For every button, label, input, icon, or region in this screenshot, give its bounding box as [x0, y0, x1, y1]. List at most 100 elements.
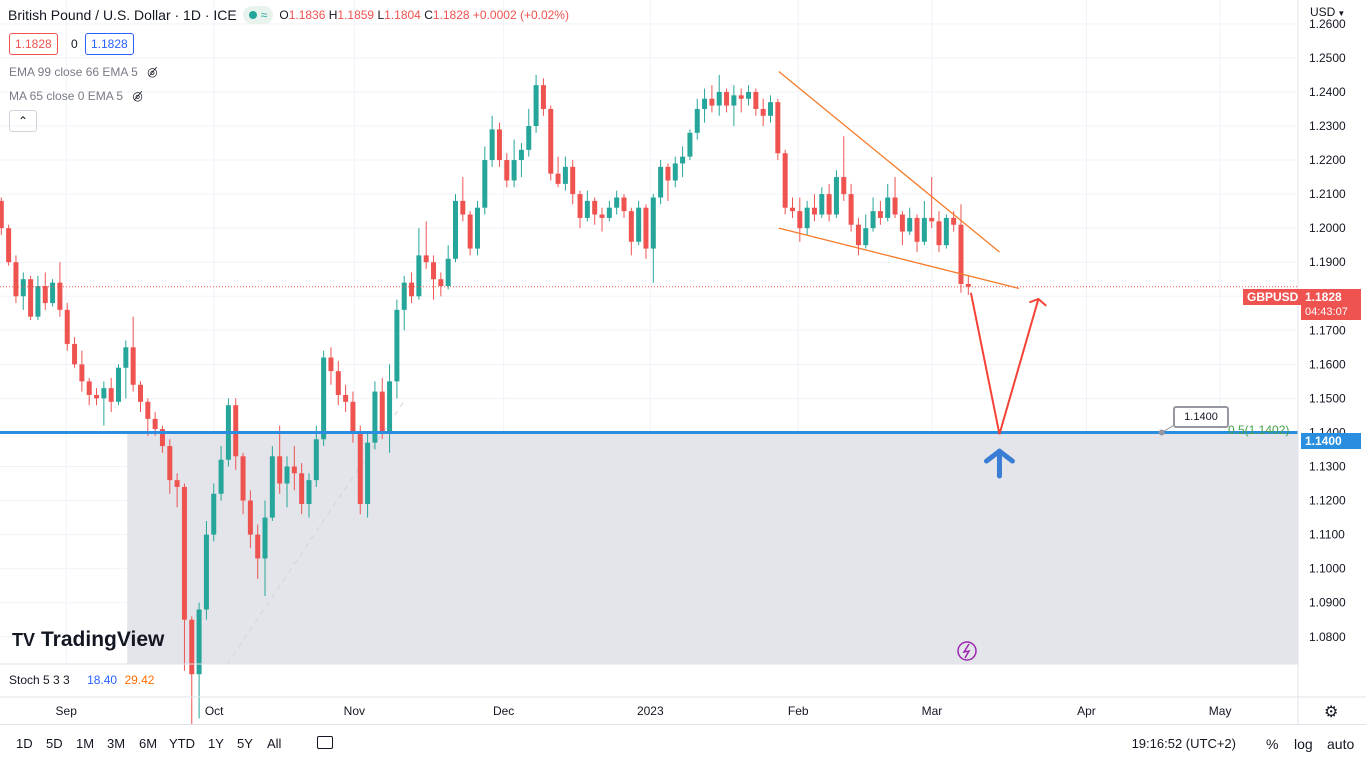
candle	[907, 207, 913, 235]
candle	[431, 255, 437, 300]
candle	[401, 275, 407, 331]
candle	[116, 364, 122, 406]
candle	[826, 183, 832, 222]
candle	[526, 108, 532, 157]
candle	[599, 207, 605, 232]
ohlc-readout: O1.1836 H1.1859 L1.1804 C1.1828 +0.0002 …	[279, 8, 569, 22]
candle	[577, 190, 583, 229]
timeframe-button-all[interactable]: All	[267, 736, 282, 751]
date-range-icon[interactable]	[317, 736, 333, 749]
candle	[570, 160, 576, 205]
lower-trendline	[778, 227, 1020, 290]
candle	[738, 88, 744, 113]
chart-header: British Pound / U.S. Dollar · 1D · ICE ≈…	[8, 6, 569, 24]
candle	[196, 602, 202, 719]
callout-anchor	[1158, 429, 1165, 436]
price-callout[interactable]: 1.1400	[1173, 406, 1229, 428]
lightning-icon	[957, 641, 977, 661]
candle	[489, 115, 495, 167]
scale-option-auto[interactable]: auto	[1327, 736, 1355, 752]
candle	[64, 303, 70, 351]
candle	[20, 272, 26, 310]
scale-option-percent[interactable]: %	[1266, 736, 1279, 752]
candle	[921, 200, 927, 246]
candle	[958, 204, 964, 293]
candle	[189, 616, 195, 724]
chart-canvas[interactable]: 1.2600 1.2500 1.2400 1.2300 1.2200 1.2100 1.20…	[0, 0, 1366, 724]
candle	[262, 500, 268, 596]
candle	[511, 139, 517, 188]
indicator-ema[interactable]: EMA 99 close 66 EMA 5 ◎̸	[9, 65, 158, 79]
currency-selector[interactable]: USD ▼	[1310, 5, 1346, 19]
candle	[445, 245, 451, 290]
candle	[269, 446, 275, 521]
sell-price-box[interactable]: 1.1828	[9, 33, 58, 55]
support-price-tag: 1.1400	[1301, 433, 1361, 449]
candle	[680, 146, 686, 178]
price-tick-label: 1.2100	[1309, 187, 1346, 201]
price-tick-label: 1.1000	[1309, 562, 1346, 576]
candle	[936, 211, 942, 252]
time-tick-label: Apr	[1077, 704, 1096, 718]
candle	[284, 456, 290, 508]
candle	[797, 197, 803, 242]
timeframe-button-ytd[interactable]: YTD	[169, 736, 195, 751]
current-price-tag: 1.1828	[1301, 289, 1361, 305]
time-tick-label: Sep	[56, 704, 78, 718]
candle	[833, 170, 839, 218]
timeframe-button-5d[interactable]: 5D	[46, 736, 63, 751]
price-tick-label: 1.1900	[1309, 255, 1346, 269]
candle	[416, 228, 422, 300]
candle	[277, 425, 283, 494]
candle	[533, 74, 539, 133]
buy-price-box[interactable]: 1.1828	[85, 33, 134, 55]
candle	[731, 85, 737, 126]
timeframe-button-1m[interactable]: 1M	[76, 736, 95, 751]
candle	[504, 153, 510, 188]
timeframe-button-5y[interactable]: 5Y	[237, 736, 253, 751]
candle	[643, 204, 649, 259]
projection-arrow	[969, 292, 1040, 435]
hidden-eye-icon[interactable]: ◎̸	[132, 89, 143, 103]
candle	[841, 136, 847, 201]
price-tick-label: 1.2000	[1309, 221, 1346, 235]
symbol-title[interactable]: British Pound / U.S. Dollar · 1D · ICE	[8, 7, 237, 23]
price-tick-label: 1.2200	[1309, 153, 1346, 167]
time-tick-label: Dec	[493, 704, 514, 718]
price-tick-label: 1.2400	[1309, 85, 1346, 99]
candle	[768, 95, 774, 123]
candle	[335, 360, 341, 406]
candle	[592, 197, 598, 225]
timeframe-button-1y[interactable]: 1Y	[208, 736, 224, 751]
scale-option-log[interactable]: log	[1294, 736, 1313, 752]
wave-icon: ≈	[260, 8, 268, 22]
candle	[313, 425, 319, 487]
clock-readout[interactable]: 19:16:52 (UTC+2)	[1131, 736, 1236, 751]
candle	[782, 149, 788, 215]
collapse-indicators-button[interactable]: ⌃	[9, 110, 37, 132]
market-status-pill[interactable]: ≈	[242, 6, 274, 24]
candle	[848, 183, 854, 232]
hidden-eye-icon[interactable]: ◎̸	[147, 65, 158, 79]
candle	[555, 156, 561, 188]
candle	[672, 156, 678, 188]
time-tick-label: Oct	[205, 704, 224, 718]
demand-zone-rect	[127, 432, 1299, 664]
candle	[94, 388, 100, 406]
candle	[460, 177, 466, 222]
price-tick-label: 1.2300	[1309, 119, 1346, 133]
timeframe-button-3m[interactable]: 3M	[107, 736, 126, 751]
candle	[306, 473, 312, 518]
time-tick-label: Nov	[344, 704, 365, 718]
candle	[291, 446, 297, 491]
timeframe-button-6m[interactable]: 6M	[139, 736, 158, 751]
price-tick-label: 1.1100	[1309, 528, 1345, 542]
timeframe-button-1d[interactable]: 1D	[16, 736, 33, 751]
candle	[357, 425, 363, 515]
indicator-ma[interactable]: MA 65 close 0 EMA 5 ◎̸	[9, 89, 143, 103]
candle	[702, 88, 708, 123]
candle	[665, 163, 671, 201]
candle	[877, 200, 883, 225]
price-tick-label: 1.1300	[1309, 460, 1346, 474]
settings-gear-icon[interactable]: ⚙	[1324, 704, 1339, 721]
